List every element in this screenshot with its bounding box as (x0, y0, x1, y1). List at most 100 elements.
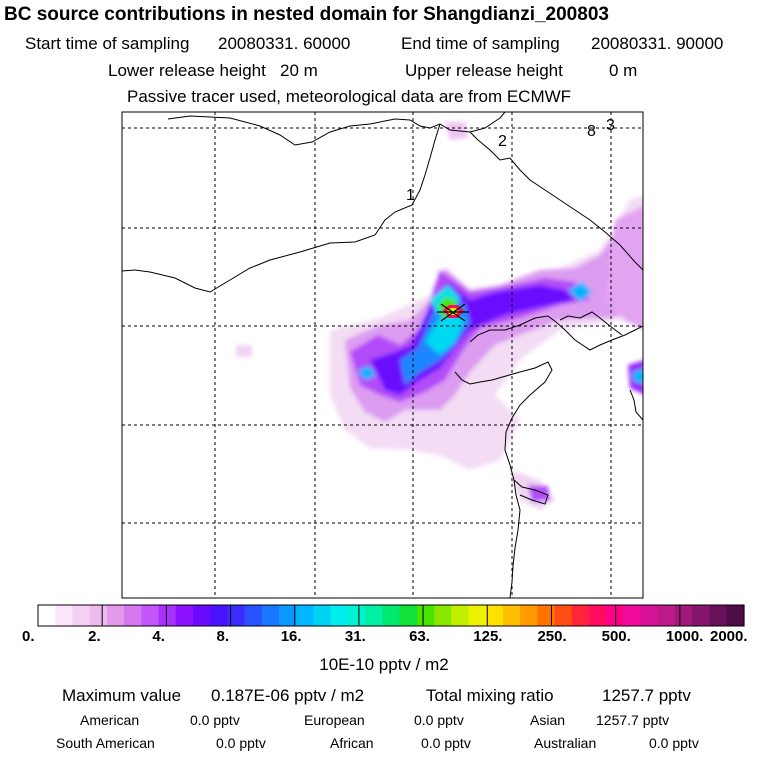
colorbar-swatch (657, 605, 676, 626)
plume-light-east (605, 206, 643, 329)
colorbar-swatch (330, 605, 349, 626)
end-time-value: 20080331. 90000 (591, 34, 724, 53)
colorbar (37, 604, 745, 627)
colorbar-unit: 10E-10 pptv / m2 (319, 655, 449, 674)
colorbar-swatch (313, 605, 332, 626)
plume-blue-w (358, 366, 376, 380)
colorbar-swatch (124, 605, 142, 626)
colorbar-swatch (55, 605, 74, 626)
plume-haze-west (236, 345, 252, 357)
receptor-star-icon (437, 303, 469, 322)
plume-blue-ne (568, 282, 592, 302)
colorbar-swatch (520, 605, 538, 626)
marker-8: 8 (587, 123, 596, 140)
colorbar-swatch (416, 605, 435, 626)
end-time-label: End time of sampling (401, 34, 560, 53)
upper-height-value: 0 m (609, 61, 638, 80)
colorbar-swatch (158, 605, 177, 626)
colorbar-swatch (434, 605, 452, 626)
colorbar-tick-label: 8. (216, 628, 230, 645)
colorbar-swatch (726, 605, 745, 626)
region-african-value: 0.0 pptv (421, 735, 471, 751)
region-american-value: 0.0 pptv (190, 712, 240, 728)
map-title: BC source contributions in nested domain… (4, 4, 609, 25)
start-time-label: Start time of sampling (25, 34, 190, 53)
lower-height-value: 20 m (280, 61, 318, 80)
coast-peninsula (509, 479, 521, 598)
colorbar-tick-label: 125. (473, 628, 503, 645)
marker-1: 1 (406, 187, 415, 204)
region-southamerican-label: South American (56, 735, 155, 751)
colorbar-tick-label: 16. (280, 628, 302, 645)
coast-bohai (469, 315, 643, 351)
colorbar-swatch (244, 605, 263, 626)
colorbar-swatch (692, 605, 711, 626)
colorbar-swatch (365, 605, 383, 626)
colorbar-swatch (451, 605, 470, 626)
colorbar-swatch (296, 605, 315, 626)
region-australian-value: 0.0 pptv (649, 735, 699, 751)
colorbar-swatch (537, 605, 556, 626)
upper-height-label: Upper release height (405, 61, 563, 80)
map-frame (121, 111, 644, 599)
colorbar-swatch (175, 605, 194, 626)
region-european-value: 0.0 pptv (414, 712, 464, 728)
marker-2: 2 (498, 133, 507, 150)
colorbar-swatch (468, 605, 487, 626)
colorbar-swatch (485, 605, 504, 626)
colorbar-tick-label: 1000. (665, 628, 704, 645)
colorbar-swatch (571, 605, 590, 626)
lat-lon-grid (122, 112, 643, 598)
total-mixing-label: Total mixing ratio (426, 686, 554, 705)
plume-cyan (425, 310, 465, 355)
region-asian-value: 1257.7 pptv (596, 712, 670, 728)
colorbar-swatch (279, 605, 297, 626)
colorbar-tick-label: 500. (601, 628, 631, 645)
colorbar-swatch (192, 605, 211, 626)
colorbar-tick-label: 31. (344, 628, 366, 645)
marker-3: 3 (606, 117, 615, 134)
colorbar-swatch (640, 605, 659, 626)
max-value: 0.187E-06 pptv / m2 (211, 686, 365, 705)
colorbar-swatch (106, 605, 125, 626)
border-mid (122, 123, 441, 293)
colorbar-swatch (382, 605, 401, 626)
start-time-value: 20080331. 60000 (218, 34, 351, 53)
coast-east (629, 389, 643, 421)
border-east-north (469, 131, 643, 271)
colorbar-swatch (227, 605, 246, 626)
colorbar-swatch (347, 605, 366, 626)
colorbar-tick-label: 2000. (710, 628, 748, 645)
colorbar-swatch (502, 605, 521, 626)
coast-south (454, 361, 553, 505)
coast-liaodong (559, 311, 623, 336)
boundaries (122, 112, 643, 598)
region-african-label: African (330, 735, 374, 751)
colorbar-swatch (38, 605, 56, 626)
colorbar-swatch (72, 605, 91, 626)
colorbar-frame (37, 604, 745, 627)
region-southamerican-value: 0.0 pptv (216, 735, 266, 751)
colorbar-tick-label: 4. (152, 628, 165, 645)
colorbar-swatch (399, 605, 418, 626)
region-european-label: European (304, 712, 365, 728)
colorbar-tick-label: 63. (409, 628, 430, 645)
border-north (167, 112, 506, 146)
colorbar-swatch (89, 605, 108, 626)
total-mixing-value: 1257.7 pptv (602, 686, 691, 705)
region-asian-label: Asian (530, 712, 566, 728)
colorbar-swatch (210, 605, 229, 626)
colorbar-tick-label: 0. (22, 628, 35, 645)
lower-height-label: Lower release height (108, 61, 266, 80)
colorbar-swatch (261, 605, 280, 626)
colorbar-swatch (141, 605, 160, 626)
colorbar-swatch (589, 605, 607, 626)
colorbar-swatch (554, 605, 573, 626)
colorbar-swatch (675, 605, 693, 626)
colorbar-swatch (623, 605, 642, 626)
colorbar-tick-label: 250. (537, 628, 567, 645)
max-value-label: Maximum value (62, 686, 182, 705)
colorbar-swatch (709, 605, 728, 626)
region-australian-label: Australian (534, 735, 597, 751)
